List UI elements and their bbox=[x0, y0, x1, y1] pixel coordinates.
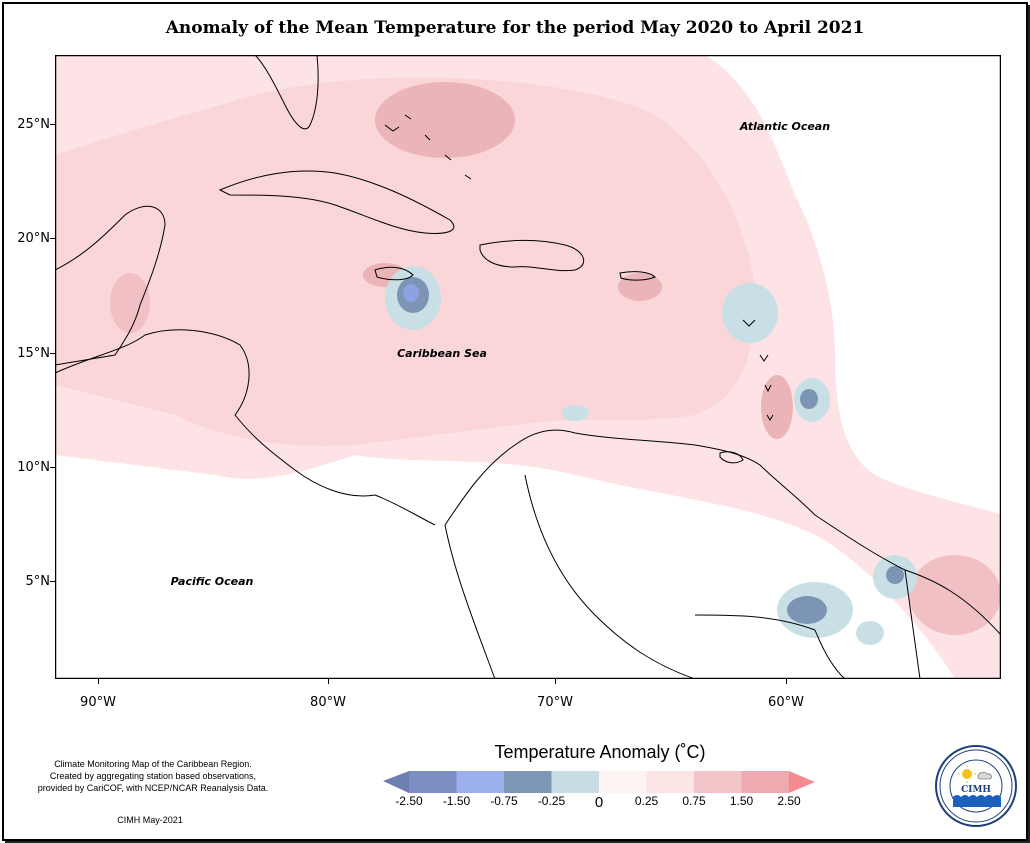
anomaly-cold-guyana bbox=[787, 596, 827, 624]
ocean-label-atlantic: Atlantic Ocean bbox=[739, 120, 830, 133]
lon-label-80w: 80°W bbox=[310, 695, 346, 710]
legend-label: -0.75 bbox=[490, 794, 518, 808]
lon-label-70w: 70°W bbox=[537, 695, 573, 710]
colorbar-segment bbox=[741, 771, 789, 793]
waves-icon bbox=[953, 795, 1001, 807]
legend-title: Temperature Anomaly (˚C) bbox=[494, 742, 706, 762]
lon-tick bbox=[786, 679, 787, 684]
lon-tick bbox=[328, 679, 329, 684]
legend-colorbar bbox=[383, 771, 815, 793]
lat-label-5n: 5°N bbox=[25, 574, 51, 589]
map-border bbox=[55, 55, 1001, 679]
colorbar-segment bbox=[504, 771, 552, 793]
anomaly-high-guianas bbox=[909, 555, 1001, 635]
map-title: Anomaly of the Mean Temperature for the … bbox=[165, 18, 865, 38]
colorbar-segment bbox=[409, 771, 457, 793]
lat-label-25n: 25°N bbox=[17, 117, 50, 132]
colorbar-extend-low bbox=[383, 771, 409, 793]
colorbar-segment bbox=[646, 771, 694, 793]
anomaly-cool-curacao bbox=[561, 405, 589, 421]
credit-date: CIMH May-2021 bbox=[117, 815, 183, 825]
anomaly-cold-suriname bbox=[886, 566, 904, 584]
lon-tick bbox=[555, 679, 556, 684]
lon-label-60w: 60°W bbox=[768, 695, 804, 710]
legend-label: -1.50 bbox=[442, 794, 471, 808]
credit-text: Climate Monitoring Map of the Caribbean … bbox=[18, 758, 288, 794]
legend-label: 0.25 bbox=[634, 794, 659, 808]
ocean-label-pacific: Pacific Ocean bbox=[171, 575, 254, 588]
legend-label: -2.50 bbox=[395, 794, 423, 808]
lat-tick bbox=[50, 353, 55, 354]
ocean-label-caribbean: Caribbean Sea bbox=[397, 347, 487, 360]
cimh-logo-graphic: CIMH bbox=[939, 749, 1013, 823]
anomaly-map: Atlantic Ocean Caribbean Sea Pacific Oce… bbox=[55, 55, 1001, 679]
credit-line: provided by CariCOF, with NCEP/NCAR Rean… bbox=[37, 783, 269, 793]
sun-icon bbox=[962, 769, 972, 779]
lon-label-90w: 90°W bbox=[80, 695, 116, 710]
credit-line: Created by aggregating station based obs… bbox=[49, 771, 257, 781]
colorbar-segment bbox=[456, 771, 504, 793]
lat-tick bbox=[50, 581, 55, 582]
legend-label: 2.50 bbox=[777, 794, 801, 808]
legend-label: 0.75 bbox=[682, 794, 706, 808]
anomaly-cool-leewards bbox=[722, 283, 778, 343]
lat-label-20n: 20°N bbox=[17, 231, 50, 246]
cimh-logo: CIMH bbox=[935, 745, 1017, 827]
lat-tick bbox=[50, 124, 55, 125]
cloud-icon bbox=[977, 772, 992, 780]
lat-tick bbox=[50, 238, 55, 239]
anomaly-field-mid bbox=[55, 77, 755, 446]
anomaly-coldest-jamaica bbox=[403, 284, 419, 302]
lon-tick bbox=[98, 679, 99, 684]
lat-tick bbox=[50, 467, 55, 468]
anomaly-high-bahamas bbox=[375, 82, 515, 158]
colorbar-segment bbox=[694, 771, 742, 793]
anomaly-high-windwards bbox=[761, 375, 793, 439]
anomaly-cold-barbados bbox=[800, 389, 818, 409]
colorbar-segment bbox=[599, 771, 647, 793]
colorbar-extend-high bbox=[789, 771, 815, 793]
lat-label-15n: 15°N bbox=[17, 346, 50, 361]
lat-label-10n: 10°N bbox=[17, 460, 50, 475]
legend-label: 1.50 bbox=[729, 794, 754, 808]
logo-text: CIMH bbox=[961, 785, 991, 795]
colorbar-segment bbox=[551, 771, 599, 793]
legend-label: 0 bbox=[594, 794, 604, 811]
coastlines bbox=[55, 55, 1001, 679]
credit-line: Climate Monitoring Map of the Caribbean … bbox=[54, 759, 252, 769]
legend-label: -0.25 bbox=[537, 794, 566, 808]
anomaly-cool-south bbox=[856, 621, 884, 645]
anomaly-high-westcarib bbox=[110, 273, 150, 333]
